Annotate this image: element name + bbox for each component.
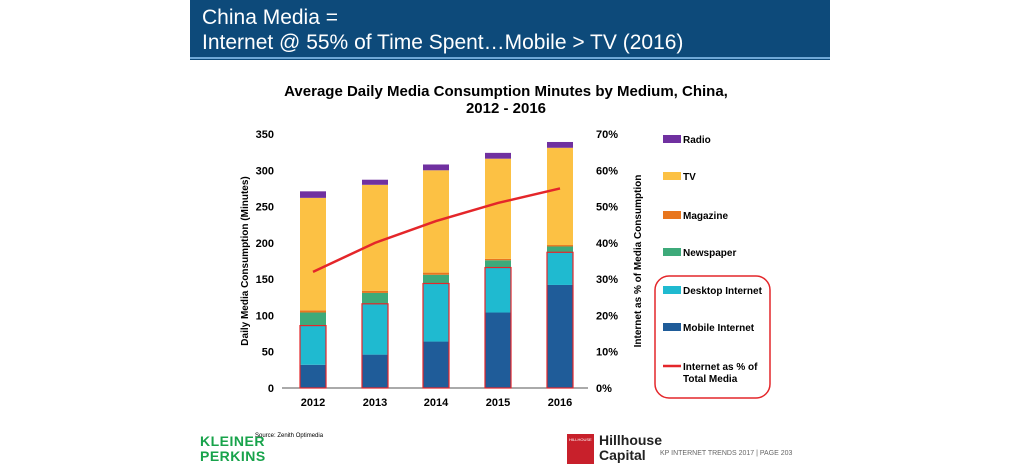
legend-label: TV xyxy=(683,172,696,183)
y2-tick-label: 50% xyxy=(596,202,618,214)
y2-tick-label: 0% xyxy=(596,383,612,395)
x-tick-label: 2016 xyxy=(548,397,572,409)
bar-magazine xyxy=(423,272,449,275)
x-tick-label: 2012 xyxy=(301,397,325,409)
internet-outline xyxy=(484,266,512,389)
internet-outline xyxy=(299,324,327,389)
y-tick-label: 150 xyxy=(256,274,274,286)
kp-logo-line-2: PERKINS xyxy=(200,448,266,464)
y2-tick-label: 30% xyxy=(596,274,618,286)
internet-outline xyxy=(361,303,389,389)
bar-magazine xyxy=(362,290,388,293)
bar-mobile-internet xyxy=(423,341,449,388)
bar-mobile-internet xyxy=(485,312,511,388)
bar-newspaper xyxy=(362,292,388,304)
internet-share-line xyxy=(312,187,561,274)
bar-tv xyxy=(300,197,326,311)
x-tick-label: 2014 xyxy=(424,397,449,409)
bar-magazine xyxy=(547,245,573,247)
internet-outline xyxy=(422,282,450,389)
bar-tv xyxy=(485,158,511,259)
bar-desktop-internet xyxy=(300,325,326,365)
page-footer-text: KP INTERNET TRENDS 2017 | PAGE 203 xyxy=(660,450,793,457)
legend-swatch xyxy=(663,323,681,331)
legend-swatch xyxy=(663,286,681,294)
legend-label-line-2: Total Media xyxy=(683,374,738,385)
internet-legend-callout xyxy=(654,275,771,399)
y-tick-label: 50 xyxy=(262,347,274,359)
slide-title-line-2: Internet @ 55% of Time Spent…Mobile > TV… xyxy=(202,31,684,54)
bar-mobile-internet xyxy=(547,284,573,388)
y-tick-label: 0 xyxy=(268,383,274,395)
y2-tick-label: 60% xyxy=(596,165,618,177)
legend-swatch xyxy=(663,172,681,180)
bar-desktop-internet xyxy=(485,267,511,313)
internet-outline xyxy=(546,251,574,389)
bar-tv xyxy=(547,147,573,246)
hillhouse-line-2: Capital xyxy=(599,447,646,463)
chart-title-line-1: Average Daily Media Consumption Minutes … xyxy=(284,83,728,100)
bar-desktop-internet xyxy=(547,252,573,285)
bar-newspaper xyxy=(547,246,573,253)
legend-swatch xyxy=(663,135,681,143)
y2-tick-label: 20% xyxy=(596,310,618,322)
y-tick-label: 300 xyxy=(256,165,274,177)
slide-title-line-1: China Media = xyxy=(202,6,338,29)
legend-swatch xyxy=(663,211,681,219)
bar-desktop-internet xyxy=(362,303,388,355)
hillhouse-logo-label: HILLHOUSE xyxy=(569,437,592,442)
y-axis-label: Daily Media Consumption (Minutes) xyxy=(240,176,251,345)
legend-label: Desktop Internet xyxy=(683,286,763,297)
y2-tick-label: 40% xyxy=(596,238,618,250)
legend-label: Newspaper xyxy=(683,248,736,259)
bar-radio xyxy=(485,152,511,159)
bar-tv xyxy=(362,184,388,291)
bar-radio xyxy=(423,164,449,171)
x-tick-label: 2013 xyxy=(363,397,387,409)
legend-label: Magazine xyxy=(683,211,728,222)
y-tick-label: 350 xyxy=(256,129,274,141)
hillhouse-line-1: Hillhouse xyxy=(599,432,663,448)
bar-mobile-internet xyxy=(362,354,388,388)
bar-magazine xyxy=(300,310,326,313)
header-divider xyxy=(190,57,830,59)
bar-radio xyxy=(547,141,573,148)
legend-label: Mobile Internet xyxy=(683,323,755,334)
bar-newspaper xyxy=(485,260,511,268)
bar-newspaper xyxy=(300,312,326,326)
y-tick-label: 250 xyxy=(256,202,274,214)
hillhouse-wordmark: Hillhouse Capital xyxy=(599,433,662,463)
y2-tick-label: 10% xyxy=(596,347,618,359)
slide-header: China Media = Internet @ 55% of Time Spe… xyxy=(190,0,830,60)
hillhouse-logo-icon: HILLHOUSE xyxy=(567,434,594,464)
bar-magazine xyxy=(485,258,511,261)
legend-swatch xyxy=(663,248,681,256)
y-tick-label: 100 xyxy=(256,310,274,322)
kleiner-perkins-logo: KLEINER PERKINS xyxy=(200,434,266,464)
source-note: Source: Zenith Optimedia xyxy=(255,433,324,439)
chart-title-line-2: 2012 - 2016 xyxy=(466,100,546,117)
bar-radio xyxy=(362,179,388,185)
kp-logo-line-1: KLEINER xyxy=(200,433,265,449)
bar-newspaper xyxy=(423,274,449,284)
y2-axis-label: Internet as % of Media Consumption xyxy=(633,175,644,348)
bar-desktop-internet xyxy=(423,283,449,342)
y-tick-label: 200 xyxy=(256,238,274,250)
bar-radio xyxy=(300,191,326,198)
legend-label-line-1: Internet as % of xyxy=(683,362,758,373)
legend-label: Radio xyxy=(683,135,711,146)
bar-mobile-internet xyxy=(300,364,326,388)
y2-tick-label: 70% xyxy=(596,129,618,141)
x-tick-label: 2015 xyxy=(486,397,510,409)
